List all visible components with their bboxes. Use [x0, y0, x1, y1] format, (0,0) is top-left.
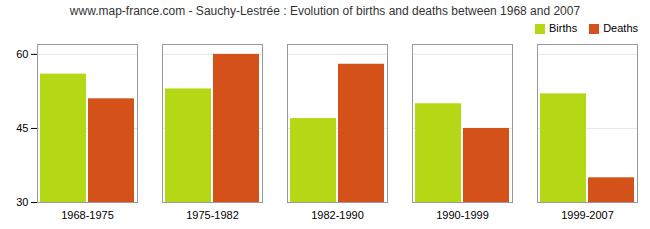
- svg-text:45: 45: [16, 122, 28, 134]
- svg-text:1968-1975: 1968-1975: [61, 209, 114, 221]
- svg-text:1999-2007: 1999-2007: [561, 209, 614, 221]
- svg-text:60: 60: [16, 48, 28, 60]
- svg-text:1982-1990: 1982-1990: [311, 209, 364, 221]
- html-text:Deaths: Deaths: [603, 22, 638, 34]
- html-text:Births: Births: [549, 22, 578, 34]
- svg-text:1990-1999: 1990-1999: [436, 209, 489, 221]
- svg-text:1975-1982: 1975-1982: [186, 209, 239, 221]
- svg-text:30: 30: [16, 196, 28, 208]
- html-text:www.map-france.com - Sauchy-Le: www.map-france.com - Sauchy-Lestrée : Ev…: [69, 4, 581, 18]
